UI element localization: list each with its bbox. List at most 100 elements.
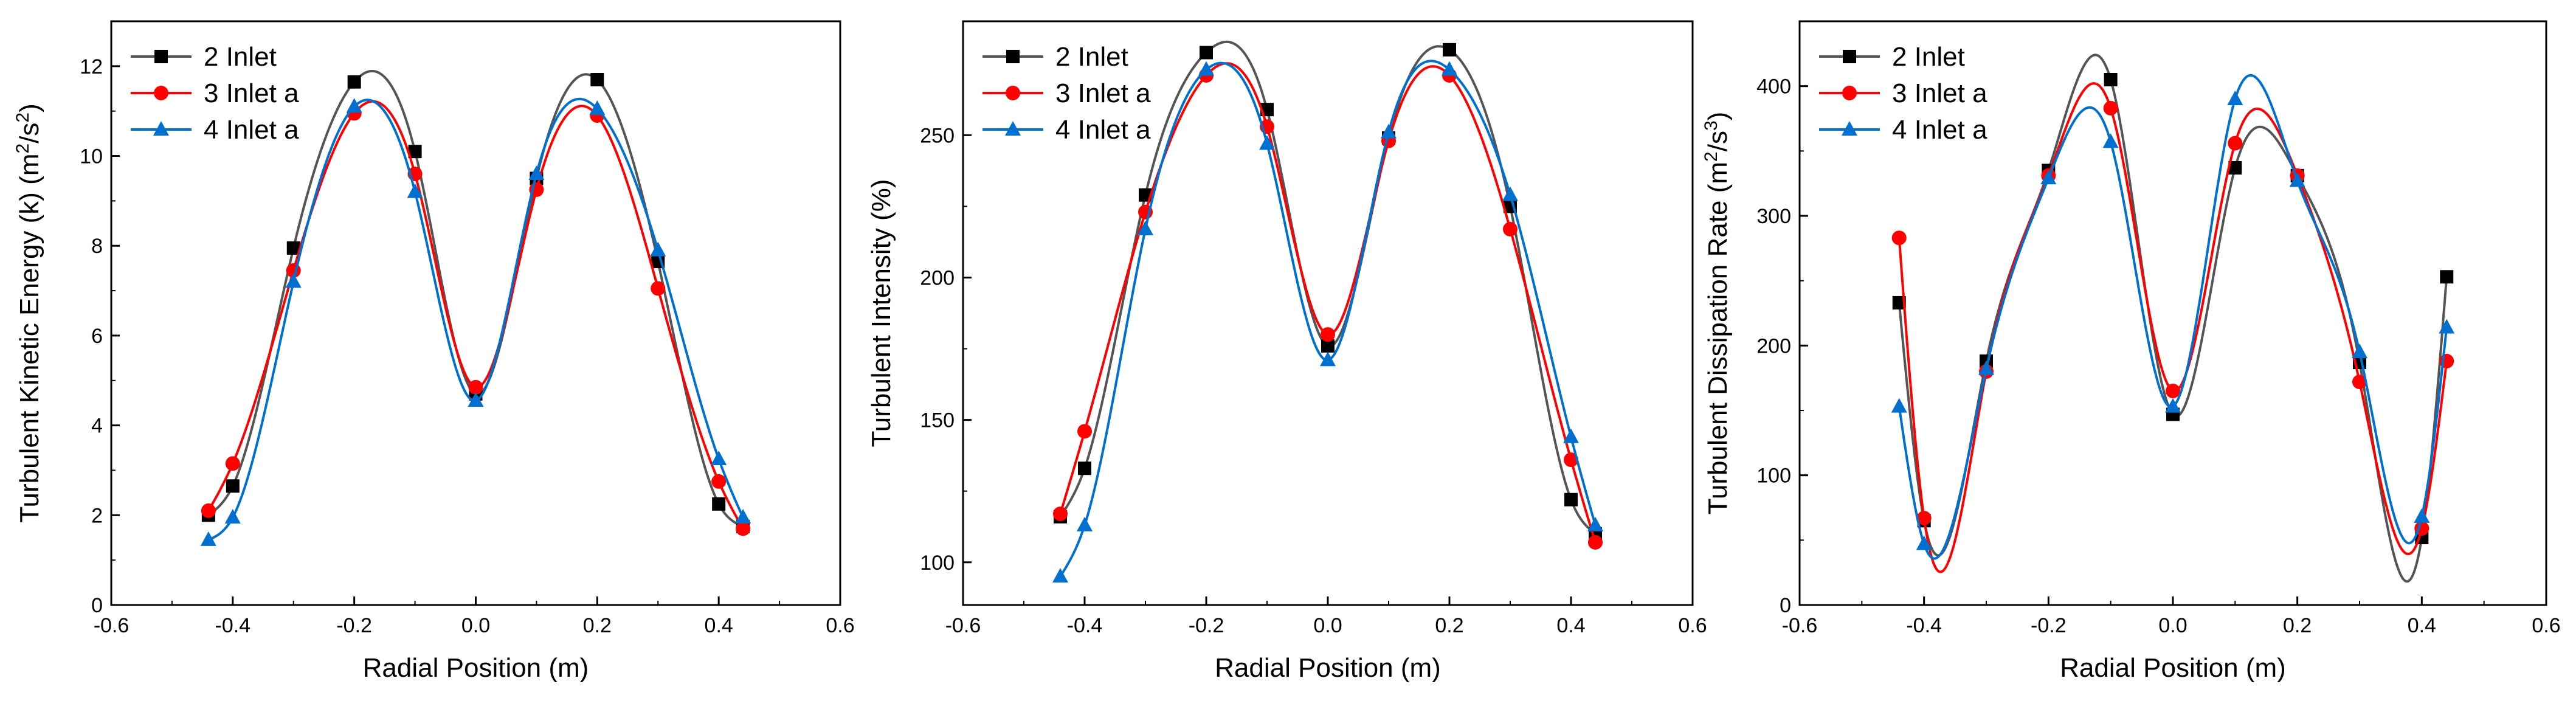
legend-marker	[1005, 121, 1021, 136]
legend: 2 Inlet 3 Inlet a 4 Inlet a	[982, 42, 1151, 145]
legend-marker	[1006, 50, 1020, 63]
y-tick-label: 150	[920, 409, 955, 432]
data-point	[650, 241, 666, 257]
x-tick-label: 0.0	[461, 614, 490, 637]
y-axis-title: Turbulent Dissipation Rate (m2/s3)	[1701, 112, 1733, 515]
x-axis-title: Radial Position (m)	[2060, 653, 2286, 683]
y-axis-title: Turbulent Intensity (%)	[866, 179, 896, 448]
data-point	[735, 509, 751, 524]
y-tick-label: 250	[920, 124, 955, 147]
data-point	[1563, 428, 1579, 443]
legend-marker	[154, 86, 168, 100]
data-point	[1892, 296, 1906, 309]
series-3-inlet-a	[201, 100, 751, 536]
data-point	[346, 98, 362, 113]
data-point	[226, 479, 240, 493]
series-4-inlet-a	[200, 97, 751, 546]
x-tick-label: -0.2	[2031, 614, 2067, 637]
x-tick-label: 0.4	[705, 614, 733, 637]
data-point	[1381, 123, 1397, 139]
x-tick-label: 0.0	[2158, 614, 2187, 637]
data-point	[407, 183, 423, 198]
x-tick-label: 0.0	[1313, 614, 1342, 637]
data-point	[2104, 73, 2118, 86]
x-tick-label: 0.2	[583, 614, 612, 637]
data-point	[1978, 360, 1994, 375]
data-point	[2165, 398, 2181, 413]
x-tick-label: 0.4	[2408, 614, 2436, 637]
data-point	[1321, 339, 1335, 353]
data-point	[1078, 461, 1091, 475]
data-point	[1443, 43, 1456, 57]
data-point	[1564, 452, 1578, 468]
data-point	[651, 281, 666, 296]
data-point	[2103, 100, 2118, 116]
y-tick-label: 4	[91, 415, 103, 438]
y-tick-label: 2	[91, 504, 103, 527]
y-tick-label: 100	[1756, 465, 1791, 488]
data-point	[590, 73, 604, 86]
x-tick-label: -0.4	[1067, 614, 1103, 637]
data-point	[2289, 172, 2305, 187]
data-point	[286, 241, 300, 255]
x-tick-label: -0.2	[336, 614, 372, 637]
legend-marker	[1842, 86, 1857, 100]
data-point	[2440, 270, 2454, 284]
data-point	[2040, 170, 2057, 185]
legend: 2 Inlet 3 Inlet a 4 Inlet a	[131, 42, 299, 145]
y-tick-label: 12	[80, 55, 103, 78]
data-point	[1587, 516, 1603, 531]
legend-label: 4 Inlet a	[1892, 115, 1987, 145]
legend-marker	[153, 121, 169, 136]
x-tick-label: 0.2	[1435, 614, 1463, 637]
data-point	[1077, 516, 1093, 531]
legend-label: 2 Inlet	[1892, 42, 1965, 72]
data-point	[711, 474, 727, 489]
legend-label: 3 Inlet a	[1892, 78, 1987, 108]
data-point	[2414, 508, 2430, 523]
data-point	[1916, 511, 1932, 526]
data-point	[200, 531, 216, 546]
data-point	[1564, 493, 1578, 506]
x-tick-label: 0.4	[1556, 614, 1585, 637]
data-point	[1138, 220, 1153, 235]
legend-label: 4 Inlet a	[1055, 115, 1151, 145]
legend-marker	[154, 50, 168, 63]
data-point	[224, 509, 241, 524]
y-tick-label: 0	[91, 594, 103, 617]
series-4-inlet-a	[1891, 74, 2455, 560]
x-tick-label: -0.2	[1189, 614, 1224, 637]
data-point	[225, 456, 240, 471]
data-point	[1321, 327, 1335, 342]
data-point	[285, 273, 302, 288]
data-point	[1053, 506, 1068, 522]
x-axis-title: Radial Position (m)	[1215, 653, 1441, 683]
y-tick-label: 10	[80, 145, 103, 168]
data-point	[1891, 230, 1907, 246]
data-point	[712, 497, 726, 511]
x-tick-label: -0.6	[1782, 614, 1818, 637]
chart-tdr: -0.6 -0.4 -0.2 0.0 0.2 0.4 0.6 0 100 200 300 400 Rad…	[1701, 20, 2561, 683]
legend-label: 2 Inlet	[1055, 42, 1128, 72]
data-point	[589, 100, 606, 115]
y-tick-label: 200	[920, 266, 955, 289]
data-point	[1503, 221, 1518, 237]
data-point	[1588, 534, 1603, 550]
y-tick-label: 0	[1780, 594, 1791, 617]
data-point	[347, 75, 361, 89]
data-point	[1200, 46, 1213, 60]
data-point	[1502, 186, 1518, 201]
y-tick-label: 200	[1756, 334, 1791, 358]
legend-label: 4 Inlet a	[204, 115, 299, 145]
series-2-inlet	[1054, 40, 1602, 541]
y-tick-label: 300	[1756, 205, 1791, 228]
legend-label: 2 Inlet	[204, 42, 277, 72]
data-point	[2228, 136, 2243, 151]
data-point	[1052, 568, 1068, 583]
data-point	[1198, 61, 1214, 76]
data-point	[528, 165, 545, 181]
data-point	[736, 521, 751, 536]
data-point	[2352, 375, 2367, 390]
